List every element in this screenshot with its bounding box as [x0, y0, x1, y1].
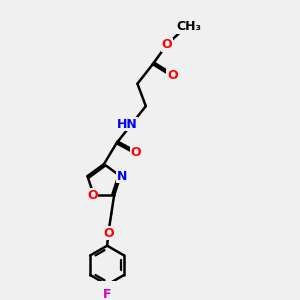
Text: O: O [103, 226, 114, 240]
Text: N: N [117, 169, 127, 183]
Text: F: F [103, 288, 111, 300]
Text: HN: HN [117, 118, 137, 131]
Text: O: O [131, 146, 141, 160]
Text: O: O [87, 189, 98, 202]
Text: CH₃: CH₃ [177, 20, 202, 33]
Text: O: O [161, 38, 172, 51]
Text: O: O [167, 69, 178, 82]
